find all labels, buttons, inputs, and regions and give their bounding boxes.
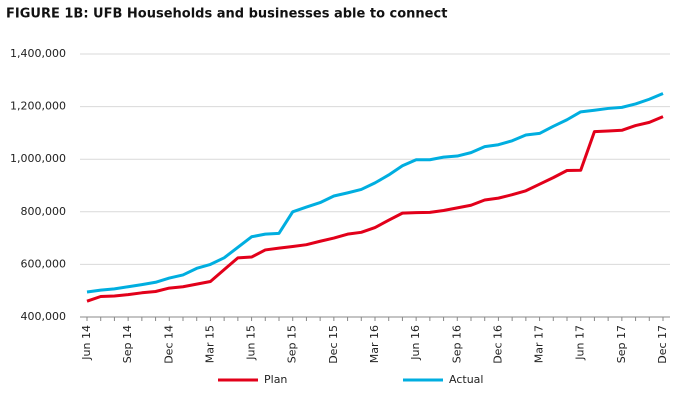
y-tick-label: 400,000	[21, 310, 67, 323]
x-tick-label: Mar 16	[368, 325, 381, 363]
chart-title: FIGURE 1B: UFB Households and businesses…	[6, 7, 447, 22]
line-series	[86, 92, 664, 294]
x-tick-label: Dec 17	[656, 325, 669, 364]
x-tick-label: Dec 14	[162, 325, 175, 364]
x-tick-label: Mar 17	[533, 325, 546, 363]
x-tick-label: Sep 14	[121, 325, 134, 363]
x-tick-label: Dec 16	[491, 325, 504, 364]
legend-label: Plan	[264, 373, 287, 386]
x-tick-label: Jun 15	[245, 325, 258, 361]
line-series	[86, 115, 664, 303]
x-tick-label: Sep 16	[450, 325, 463, 363]
x-tick-label: Jun 14	[80, 325, 93, 361]
x-tick-label: Sep 17	[615, 325, 628, 363]
y-tick-label: 1,400,000	[10, 47, 66, 60]
x-tick-label: Sep 15	[286, 325, 299, 363]
y-tick-label: 800,000	[21, 205, 67, 218]
y-tick-label: 1,200,000	[10, 100, 66, 113]
legend-label: Actual	[449, 373, 483, 386]
y-tick-label: 1,000,000	[10, 152, 66, 165]
x-tick-label: Jun 16	[409, 325, 422, 361]
x-tick-label: Mar 15	[203, 325, 216, 363]
x-tick-label: Jun 17	[574, 325, 587, 361]
x-tick-label: Dec 15	[327, 325, 340, 364]
y-tick-label: 600,000	[21, 257, 67, 270]
